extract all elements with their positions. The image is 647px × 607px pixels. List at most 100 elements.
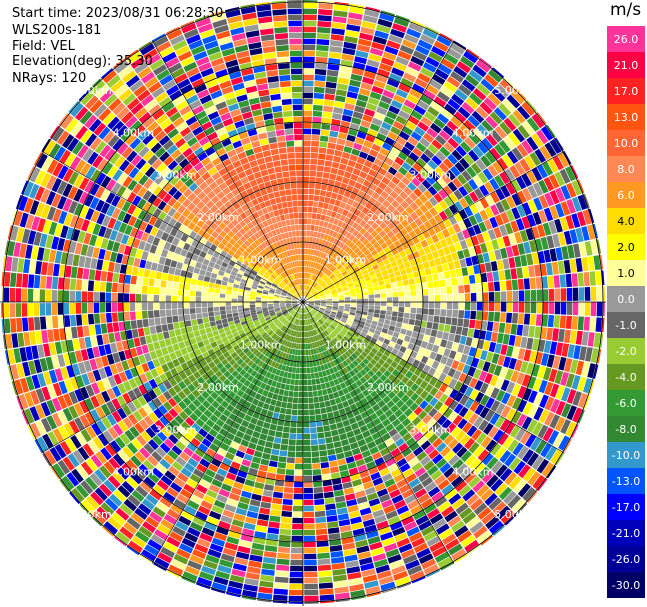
range-gate — [64, 315, 71, 327]
range-gate — [432, 518, 447, 530]
range-gate — [409, 402, 419, 412]
range-gate — [385, 283, 392, 289]
range-gate — [412, 359, 421, 368]
range-gate — [255, 380, 263, 387]
range-gate — [130, 512, 145, 525]
range-gate — [521, 416, 533, 430]
range-gate — [530, 302, 537, 314]
range-gate — [318, 238, 323, 245]
range-gate — [149, 326, 157, 335]
range-gate — [569, 229, 578, 244]
range-gate — [403, 186, 413, 196]
range-gate — [10, 318, 17, 333]
range-gate — [337, 427, 346, 435]
range-gate — [342, 328, 348, 334]
range-gate — [476, 484, 490, 497]
range-gate — [277, 546, 291, 554]
range-gate — [494, 482, 508, 496]
range-gate — [23, 332, 31, 346]
range-gate — [484, 181, 495, 194]
range-gate — [352, 601, 368, 604]
range-gate — [368, 351, 376, 358]
range-gate — [359, 425, 369, 433]
range-gate — [357, 275, 364, 281]
range-gate — [381, 121, 392, 131]
range-gate — [211, 537, 226, 547]
range-gate — [184, 283, 191, 291]
range-gate — [458, 220, 467, 231]
range-gate — [177, 472, 189, 483]
range-gate — [202, 281, 209, 287]
range-gate — [327, 342, 333, 349]
range-gate — [186, 271, 193, 279]
range-gate — [428, 574, 445, 586]
range-gate — [344, 292, 350, 296]
range-gate — [312, 262, 316, 268]
range-gate — [455, 326, 463, 335]
range-gate — [271, 333, 277, 339]
range-gate — [310, 367, 315, 373]
range-gate — [366, 283, 373, 288]
range-gate — [380, 95, 393, 105]
range-gate — [337, 513, 349, 521]
range-gate — [412, 147, 423, 157]
range-gate — [495, 201, 505, 214]
range-gate — [488, 292, 495, 302]
range-gate — [220, 285, 227, 290]
range-gate — [287, 322, 291, 328]
range-gate — [441, 58, 456, 70]
range-gate — [451, 475, 464, 488]
range-gate — [371, 143, 382, 152]
range-gate — [402, 125, 414, 136]
range-gate — [249, 302, 256, 305]
range-gate — [153, 294, 160, 302]
range-gate — [279, 324, 285, 330]
range-gate — [347, 461, 357, 470]
range-gate — [81, 291, 88, 302]
range-gate — [354, 56, 367, 65]
range-gate — [215, 570, 230, 580]
range-gate — [378, 526, 391, 536]
range-gate — [123, 311, 130, 321]
range-gate — [327, 271, 333, 277]
range-gate — [315, 238, 320, 244]
range-gate — [199, 532, 213, 543]
range-gate — [371, 191, 380, 200]
range-gate — [321, 316, 327, 321]
range-gate — [176, 261, 183, 270]
range-gate — [369, 47, 384, 57]
range-gate — [339, 257, 345, 264]
range-gate — [143, 269, 151, 278]
range-gate — [131, 535, 147, 549]
range-gate — [346, 198, 355, 206]
range-gate — [399, 345, 407, 354]
range-gate — [320, 407, 327, 414]
range-gate — [310, 287, 314, 293]
range-gate — [304, 307, 306, 314]
range-gate — [554, 218, 563, 233]
range-gate — [374, 293, 381, 298]
range-gate — [476, 530, 492, 544]
range-gate — [349, 206, 357, 214]
range-gate — [500, 344, 508, 356]
range-gate — [421, 282, 428, 289]
range-gate — [546, 235, 555, 249]
range-gate — [399, 510, 412, 521]
range-gate — [516, 413, 527, 427]
range-gate — [468, 69, 483, 83]
range-gate — [355, 310, 362, 315]
range-gate — [327, 63, 340, 71]
range-gate — [355, 539, 369, 548]
range-gate — [370, 471, 381, 481]
range-gate — [307, 305, 313, 309]
range-gate — [311, 274, 315, 280]
range-gate — [373, 395, 382, 404]
range-gate — [430, 170, 441, 181]
range-gate — [494, 446, 507, 460]
range-gate — [318, 9, 333, 16]
range-gate — [347, 248, 354, 256]
range-gate — [469, 319, 476, 329]
range-gate — [541, 276, 548, 289]
range-gate — [327, 222, 333, 230]
range-gate — [316, 540, 329, 547]
